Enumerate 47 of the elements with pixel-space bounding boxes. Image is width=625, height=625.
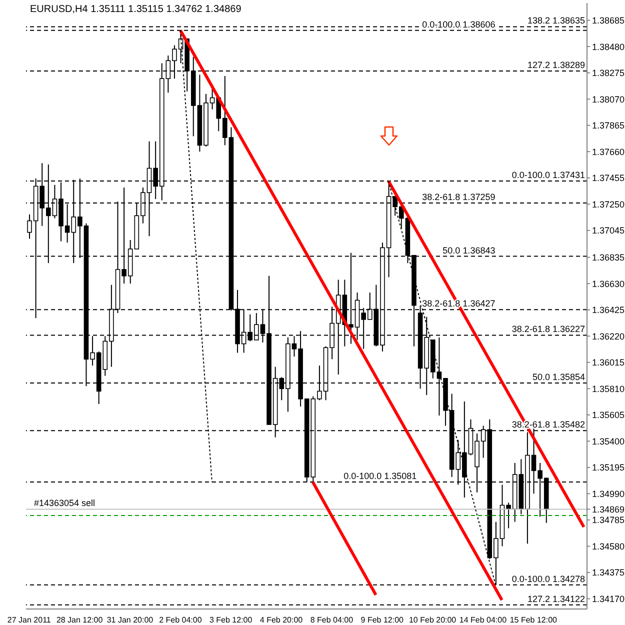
x-tick-label: 3 Feb 12:00 — [210, 616, 253, 625]
ref-line-label: 0.0-100.0 1.35081 — [344, 471, 417, 482]
ref-line-label: 138.2 1.38635 — [527, 16, 585, 26]
y-tick-label: 1.37865 — [592, 120, 625, 131]
x-tick-label: 2 Feb 04:00 — [159, 616, 202, 625]
x-tick-label: 28 Jan 12:00 — [56, 616, 104, 625]
y-tick-label: 1.38480 — [592, 42, 625, 52]
x-tick-label: 4 Feb 20:00 — [260, 616, 304, 625]
ref-line-label: 50.0 1.35854 — [532, 372, 585, 382]
y-tick-label: 1.37045 — [592, 226, 625, 236]
y-tick-label: 1.34990 — [592, 488, 625, 499]
x-tick-label: 27 Jan 2011 — [7, 616, 52, 625]
y-tick-label: 1.37455 — [592, 173, 625, 184]
x-tick-label: 9 Feb 12:00 — [360, 616, 404, 625]
ref-line-label: 127.2 1.34122 — [527, 594, 585, 604]
y-tick-label: 1.38275 — [592, 68, 625, 78]
y-tick-label: 1.36425 — [592, 305, 625, 316]
y-tick-label: 1.36835 — [592, 252, 625, 263]
y-tick-label: 1.34785 — [592, 515, 625, 526]
x-tick-label: 8 Feb 04:00 — [310, 616, 354, 625]
ref-line-label: 50.0 1.36843 — [442, 245, 496, 256]
ref-line-label: 38.2-61.8 1.36227 — [512, 324, 585, 334]
x-tick-label: 14 Feb 04:00 — [459, 616, 508, 625]
chart-title: EURUSD,H4 1.35111 1.35115 1.34762 1.34869 — [30, 4, 242, 15]
y-tick-label: 1.37250 — [592, 199, 625, 210]
y-tick-label: 1.35195 — [592, 462, 625, 473]
y-tick-label: 1.36015 — [592, 358, 625, 368]
y-tick-label: 1.35810 — [592, 384, 625, 394]
ref-line-label: #14363054 sell — [34, 498, 96, 508]
y-tick-label: 1.34375 — [592, 568, 625, 578]
ref-line-label: 0.0-100.0 1.37431 — [512, 170, 585, 180]
ref-line-label: 127.2 1.38289 — [527, 60, 585, 70]
y-tick-label: 1.34170 — [592, 594, 625, 604]
y-tick-label: 1.36630 — [592, 278, 625, 289]
y-tick-label: 1.35400 — [592, 436, 625, 446]
y-tick-label: 1.37660 — [592, 146, 625, 157]
x-tick-label: 31 Jan 20:00 — [106, 616, 154, 625]
x-tick-label: 10 Feb 20:00 — [408, 616, 457, 625]
y-tick-label: 1.38070 — [592, 94, 625, 104]
y-tick-label: 1.36220 — [592, 331, 625, 342]
y-tick-label: 1.38685 — [592, 15, 625, 26]
x-tick-label: 15 Feb 12:00 — [510, 616, 558, 625]
y-tick-label: 1.34580 — [592, 541, 625, 552]
ref-line-label: 38.2-61.8 1.37259 — [422, 192, 496, 202]
y-tick-label: 1.35605 — [592, 410, 625, 420]
y-tick-label: 1.34869 — [592, 504, 625, 514]
ref-line-label: 0.0-100.0 1.34278 — [512, 574, 585, 584]
